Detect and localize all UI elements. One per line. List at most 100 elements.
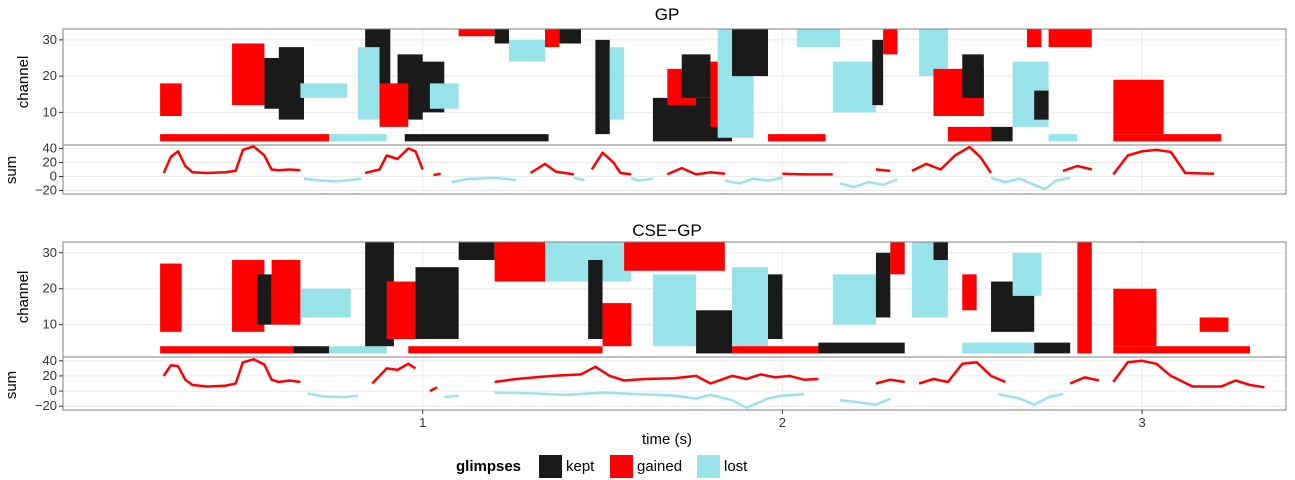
glimpse-region-lost [509, 39, 546, 62]
sum-axis-label: sum [3, 156, 20, 184]
sum-line-lost [573, 176, 585, 182]
glimpse-region-kept [875, 252, 891, 318]
channel-tick-label: 10 [43, 104, 57, 119]
glimpse-region-gained [1113, 134, 1222, 142]
glimpse-region-kept [559, 29, 581, 44]
legend-swatch-kept [539, 455, 562, 478]
sum-background [63, 357, 1286, 410]
legend-label-lost: lost [724, 458, 748, 475]
glimpse-region-lost [1048, 134, 1078, 142]
sum-line-lost [839, 178, 898, 189]
sum-line-gained [1069, 376, 1100, 385]
glimpse-region-gained [458, 29, 495, 37]
channel-axis-label: channel [15, 56, 32, 109]
glimpse-region-lost [609, 47, 625, 120]
glimpse-region-kept [933, 242, 948, 260]
sum-line-gained [429, 386, 438, 393]
sum-line-gained [494, 365, 819, 385]
glimpse-region-gained [1027, 29, 1042, 48]
sum-line-gained [875, 168, 891, 173]
glimpse-region-gained [160, 83, 182, 116]
legend-swatch-gained [610, 455, 633, 478]
glimpse-region-gained [768, 134, 826, 142]
heatmap-cells [160, 29, 1222, 142]
glimpse-region-gained [602, 303, 632, 347]
glimpse-region-lost [832, 61, 876, 113]
channel-tick-label: 10 [43, 317, 57, 332]
sum-border [62, 356, 1287, 411]
time-axis-ticks: 1 2 3 [419, 410, 1146, 430]
glimpse-region-kept [595, 39, 610, 135]
time-tick-label: 2 [779, 415, 786, 430]
glimpse-region-gained [732, 346, 840, 354]
legend-label-kept: kept [566, 458, 595, 475]
glimpse-region-gained [1077, 242, 1092, 354]
panel-title-cse-gp: CSE−GP [632, 221, 701, 240]
channel-tick-label: 20 [43, 68, 57, 83]
glimpse-region-gained [232, 43, 265, 106]
glimpse-region-lost [300, 288, 351, 318]
glimpse-region-lost [796, 29, 840, 48]
glimpse-region-kept [681, 54, 711, 98]
glimpse-region-lost [357, 47, 380, 120]
sum-tick-label: 20 [43, 368, 57, 383]
sum-line-gained [875, 378, 905, 385]
time-tick-label: 1 [419, 415, 426, 430]
channel-tick-label: 30 [43, 245, 57, 260]
glimpse-region-kept [458, 242, 495, 260]
sum-line-lost [990, 176, 1071, 191]
channel-axis-label: channel [15, 271, 32, 324]
sum-line-lost [724, 176, 783, 185]
glimpse-region-gained [271, 259, 301, 325]
glimpse-region-kept [494, 29, 510, 44]
glimpse-region-gained [160, 134, 330, 142]
sum-line-gained [433, 172, 441, 177]
glimpse-region-gained [1113, 79, 1164, 135]
glimpse-region-kept [293, 346, 330, 354]
sum-line-lost [494, 391, 805, 409]
sum-tick-label: −20 [35, 398, 57, 413]
glimpse-region-gained [160, 263, 182, 332]
glimpse-region-gained [890, 242, 905, 275]
glimpse-region-kept [732, 29, 769, 77]
sum-line-gained [364, 147, 424, 175]
glimpse-region-kept [278, 47, 305, 120]
glimpse-region-lost [545, 242, 632, 282]
glimpse-region-gained [1113, 288, 1157, 347]
heatmap-gp [62, 28, 1287, 146]
glimpse-region-lost [329, 134, 387, 142]
sum-line-lost [630, 176, 654, 182]
legend-swatch-lost [697, 455, 720, 478]
sum-tick-label: 20 [43, 155, 57, 170]
glimpse-region-lost [300, 83, 348, 98]
heatmap-cells [160, 242, 1251, 354]
sum-line-gained [918, 361, 1006, 385]
sum-grid [63, 357, 1286, 410]
glimpse-region-lost [429, 83, 459, 109]
glimpse-region-kept [415, 267, 459, 340]
sum-line-gained [666, 166, 726, 176]
sum-line-lost [997, 392, 1064, 406]
time-tick-label: 3 [1139, 415, 1146, 430]
sum-border [62, 144, 1287, 195]
sum-line-gained [371, 362, 417, 385]
glimpse-region-gained [1048, 29, 1092, 48]
legend-title: glimpses [456, 458, 521, 475]
glimpse-region-gained [545, 29, 560, 48]
sum-axis-label: sum [3, 371, 20, 399]
glimpse-region-kept [962, 54, 984, 98]
sum-line-lost [839, 397, 891, 406]
legend: glimpses kept gained lost [456, 455, 748, 478]
glimpse-region-lost [832, 274, 876, 325]
sum-line-lost [303, 177, 362, 183]
channel-tick-label: 20 [43, 281, 57, 296]
sum-line-gained [162, 145, 301, 175]
glimpse-region-gained [379, 83, 409, 127]
sum-line-lost [451, 176, 517, 184]
glimpse-region-lost [1012, 252, 1042, 296]
glimpse-region-lost [329, 346, 387, 354]
sum-tick-label: 40 [43, 141, 57, 156]
